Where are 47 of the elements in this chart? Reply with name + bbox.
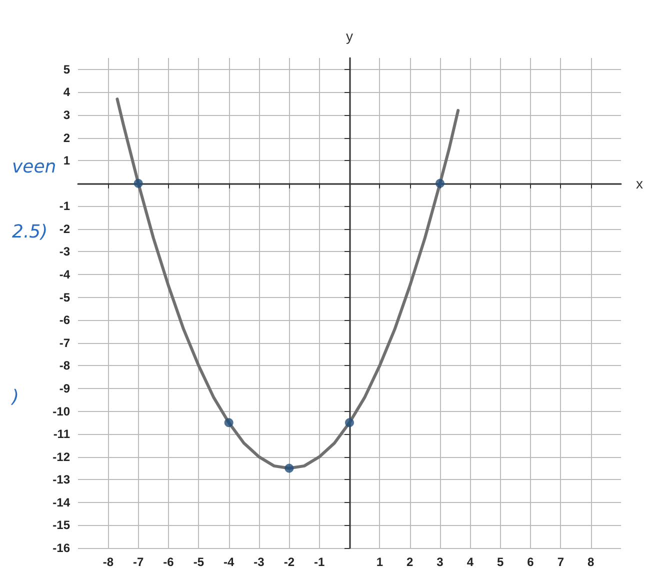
y-tick-label: -11 [53,427,70,442]
x-tick-label: -4 [223,555,234,569]
x-tick-label: 6 [527,555,534,569]
x-axis-title: x [636,175,643,192]
y-tick-label: -9 [59,381,70,396]
y-tick-label: -12 [52,450,70,464]
y-tick-label: -15 [52,518,70,532]
y-tick-label: -1 [59,199,70,214]
text: 2.5) [12,222,48,242]
point [134,178,143,188]
y-tick-label: -16 [52,541,70,555]
x-tick-label: -7 [132,555,144,569]
y-tick-label: -7 [59,336,70,350]
y-tick-label: 1 [63,154,70,168]
y-tick-label: 5 [63,62,70,76]
y-axis-title: y [346,28,353,44]
x-tick-label: -3 [254,555,265,569]
y-tick-label: -5 [59,290,70,304]
x-tick-label: -1 [314,555,325,569]
point [284,464,294,473]
x-tick-label: 2 [406,555,414,569]
x-tick-label: 4 [466,555,474,569]
point [345,418,354,428]
x-tick-label: 7 [557,555,564,569]
point [436,178,444,188]
y-tick-label: -4 [59,268,70,282]
point [224,418,234,428]
x-tick-label: -2 [284,555,295,569]
y-tick-label: -14 [52,495,70,510]
x-tick-label: -8 [102,555,114,569]
x-tick-label: 1 [376,555,384,569]
x-tick-label: 3 [436,555,444,569]
text: ) [10,386,20,408]
x-tick-label: 8 [587,555,594,569]
y-tick-label: 4 [63,85,70,100]
y-tick-label: 2 [63,130,70,145]
text: veen [12,156,56,178]
y-tick-label: -6 [59,313,70,328]
x-tick-label: -5 [193,555,204,569]
y-tick-label: -3 [59,244,70,259]
x-tick-label: 5 [496,555,504,569]
y-tick-label: -10 [52,404,70,418]
x-tick-label: -6 [163,555,174,569]
y-tick-label: -2 [59,222,70,236]
y-tick-label: -13 [52,472,70,487]
y-tick-label: -8 [59,358,70,373]
y-tick-label: 3 [63,108,70,122]
